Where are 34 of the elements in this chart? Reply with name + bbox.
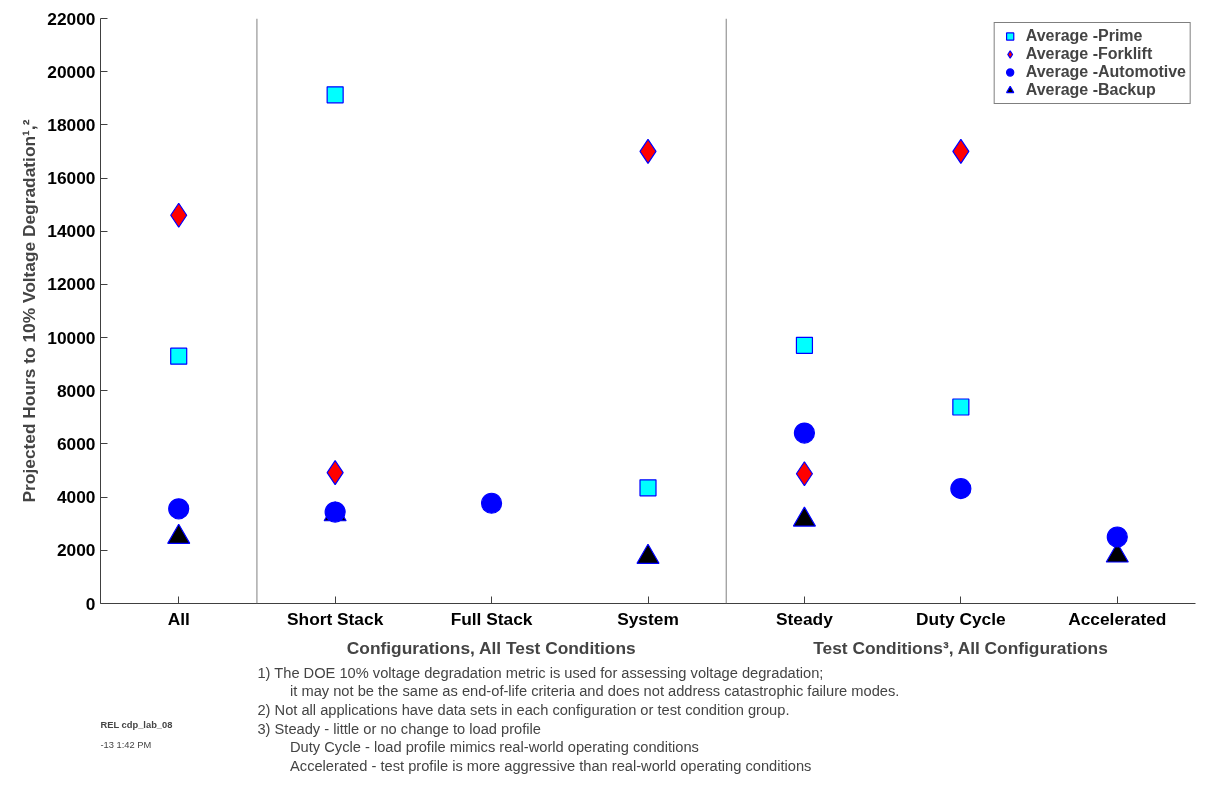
y-tick-label: 22000 (47, 8, 96, 29)
x-tick-label: Steady (776, 608, 834, 629)
legend-label: Average -Prime (1025, 27, 1143, 45)
text: Test Conditions³, All Configurations (813, 637, 1108, 658)
text: Duty Cycle - load profile mimics real-world operating conditions (257, 739, 699, 756)
x-tick-label: Duty Cycle (916, 608, 1006, 629)
text: 2) Not all applications have data sets in each configuration or test condition group. (257, 701, 790, 718)
y-tick-label: 20000 (47, 61, 96, 82)
x-tick-label: Accelerated (1068, 608, 1167, 629)
y-tick-label: 0 (85, 593, 96, 614)
text: Configurations, All Test Conditions (346, 637, 636, 658)
legend-label: Average -Backup (1025, 81, 1156, 99)
y-tick-label: 2000 (56, 540, 96, 561)
y-tick-label: 6000 (56, 433, 96, 454)
x-tick-label: Short Stack (287, 608, 384, 629)
y-axis-title: Projected Hours to 10% Voltage Degradation¹,² (19, 119, 40, 503)
legend-label: Average -Forklift (1025, 45, 1153, 63)
text: -13 1:42 PM (100, 739, 152, 750)
text: REL cdp_lab_08 (100, 719, 173, 730)
legend-label: Average -Automotive (1025, 63, 1186, 81)
x-tick-label: All (167, 608, 190, 629)
text: 1) The DOE 10% voltage degradation metric is used for assessing voltage degradation; (257, 664, 824, 681)
x-tick-label: Full Stack (450, 608, 533, 629)
x-tick-label: System (617, 608, 679, 629)
y-tick-label: 4000 (56, 487, 96, 508)
y-tick-label: 14000 (47, 221, 96, 242)
y-tick-label: 12000 (47, 274, 96, 295)
text: it may not be the same as end-of-life criteria and does not address catastrophic failure modes. (257, 683, 900, 700)
y-tick-label: 16000 (47, 168, 96, 189)
y-tick-label: 10000 (47, 327, 96, 348)
text: Accelerated - test profile is more aggressive than real-world operating conditions (257, 758, 812, 774)
text: 3) Steady - little or no change to load profile (257, 720, 541, 737)
y-tick-label: 8000 (56, 380, 96, 401)
y-tick-label: 18000 (47, 114, 96, 135)
